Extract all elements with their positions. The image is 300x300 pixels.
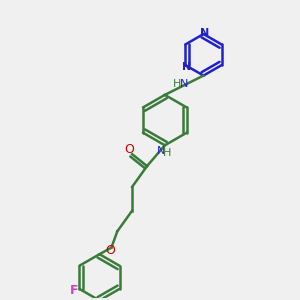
Text: N: N xyxy=(182,62,192,72)
Text: O: O xyxy=(105,244,115,257)
Text: N: N xyxy=(157,146,166,156)
Text: H: H xyxy=(163,148,171,158)
Text: N: N xyxy=(200,28,210,38)
Text: N: N xyxy=(179,79,188,89)
Text: F: F xyxy=(70,284,78,297)
Text: H: H xyxy=(172,79,181,89)
Text: O: O xyxy=(124,143,134,156)
